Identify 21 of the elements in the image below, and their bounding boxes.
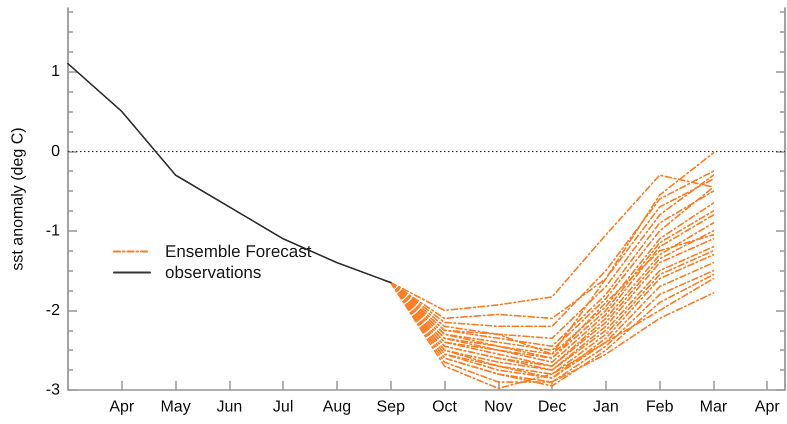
- y-tick-label: 0: [51, 142, 60, 160]
- x-tick-label: Jul: [272, 398, 294, 416]
- x-tick-label: Sep: [376, 398, 406, 416]
- y-tick-label: -2: [46, 302, 60, 319]
- legend-label: observations: [165, 263, 262, 282]
- x-tick-label: Jan: [592, 398, 619, 416]
- y-tick-label: 1: [51, 63, 60, 80]
- legend-label: Ensemble Forecast: [165, 242, 312, 261]
- x-tick-label: Aug: [322, 398, 352, 416]
- x-tick-label: Feb: [646, 398, 674, 416]
- x-tick-label: May: [160, 398, 191, 416]
- x-tick-label: Mar: [700, 398, 728, 416]
- x-tick-label: Dec: [538, 398, 566, 416]
- y-tick-label: -3: [46, 382, 60, 398]
- x-tick-label: Nov: [484, 398, 513, 416]
- x-tick-label: Jun: [216, 398, 242, 416]
- y-axis-title: sst anomaly (deg C): [10, 127, 26, 271]
- x-tick-label: Apr: [754, 398, 780, 416]
- x-tick-label: Apr: [109, 398, 135, 416]
- x-tick-label: Oct: [432, 398, 458, 416]
- y-tick-label: -1: [46, 222, 60, 240]
